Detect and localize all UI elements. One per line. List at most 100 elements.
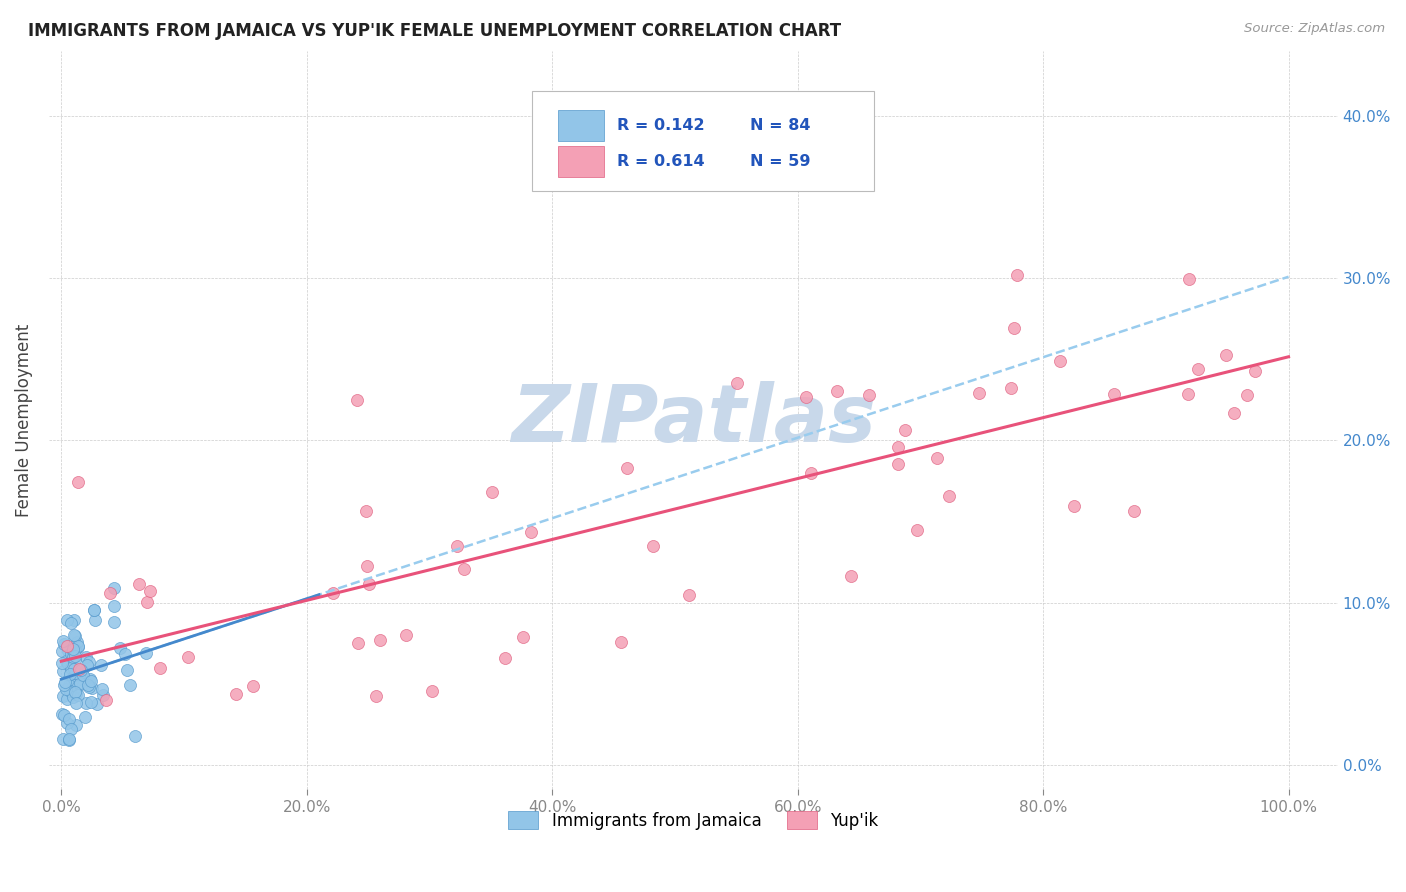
Point [643,539,665,553]
Point [62,642,84,657]
Point [1223,406,1246,420]
Point [395,628,418,642]
Point [494,651,516,665]
Point [56,715,79,730]
Point [242,679,264,693]
Point [65,687,87,701]
Point [858,388,880,402]
Point [135,646,157,660]
Point [58,657,80,671]
Point [610,634,633,648]
Point [52,731,75,746]
Point [354,504,377,518]
Point [905,523,928,537]
Point [58,684,80,698]
Point [56,692,79,706]
Point [66,639,89,653]
Point [55,681,77,696]
Point [66,689,89,703]
Point [80,695,103,709]
Point [83,603,105,617]
Point [1178,272,1201,286]
Point [616,460,638,475]
Point [1005,268,1028,282]
Point [76,657,98,672]
Point [66,679,89,693]
Point [894,423,917,437]
Point [58,731,80,746]
Point [52,665,75,679]
Point [55,613,77,627]
FancyBboxPatch shape [558,110,605,141]
Point [356,559,378,574]
Point [79,673,101,687]
Point [967,386,990,401]
Point [453,562,475,576]
Point [124,729,146,743]
Point [59,723,82,737]
Point [1177,387,1199,401]
Point [79,680,101,694]
Point [83,603,105,617]
Point [177,649,200,664]
Point [322,586,344,600]
Point [67,668,90,682]
Point [62,662,84,676]
Point [56,644,79,658]
Point [825,384,848,399]
Point [139,584,162,599]
Point [53,708,76,723]
Point [114,647,136,661]
Point [56,639,79,653]
Point [53,637,76,651]
Point [72,668,94,682]
Point [60,649,83,664]
Point [66,475,89,489]
Point [225,687,247,701]
Point [938,488,960,502]
Point [1123,504,1146,518]
Text: ZIPatlas: ZIPatlas [510,381,876,459]
Point [59,667,82,681]
Point [65,718,87,732]
Point [62,690,84,705]
Point [58,733,80,747]
Point [678,588,700,602]
Point [63,653,86,667]
Point [110,641,132,656]
Point [86,697,108,711]
Point [63,628,86,642]
Point [52,690,75,704]
Point [446,539,468,553]
Point [58,678,80,692]
Text: IMMIGRANTS FROM JAMAICA VS YUP'IK FEMALE UNEMPLOYMENT CORRELATION CHART: IMMIGRANTS FROM JAMAICA VS YUP'IK FEMALE… [28,22,841,40]
Point [103,581,125,595]
Point [1187,362,1209,376]
Point [346,392,368,407]
Point [67,640,90,654]
Point [103,615,125,630]
Point [51,656,73,670]
Point [63,643,86,657]
Point [69,676,91,690]
Text: N = 59: N = 59 [749,154,810,169]
Point [519,524,541,539]
Text: R = 0.142: R = 0.142 [617,119,704,134]
Point [63,685,86,699]
Point [512,630,534,644]
Y-axis label: Female Unemployment: Female Unemployment [15,323,32,516]
Point [76,678,98,692]
Point [800,466,823,480]
Point [77,655,100,669]
Point [51,706,73,721]
Point [53,678,76,692]
Point [1236,387,1258,401]
Point [70,666,93,681]
Point [62,644,84,658]
FancyBboxPatch shape [533,91,873,191]
Point [63,629,86,643]
Point [149,661,172,675]
Point [59,647,82,661]
Text: R = 0.614: R = 0.614 [617,154,704,169]
Point [80,681,103,696]
